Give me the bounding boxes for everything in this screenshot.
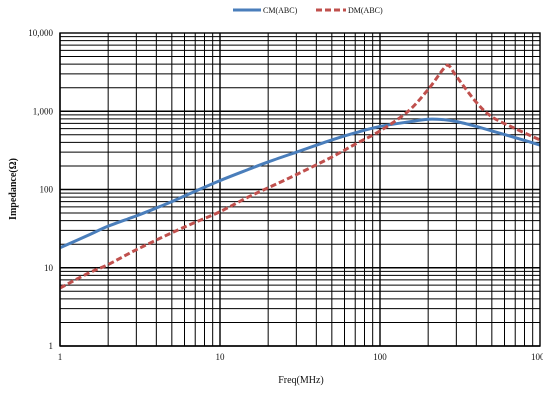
grid (59, 33, 540, 347)
x-tick-label: 1 (58, 352, 63, 362)
y-tick-label: 10 (44, 263, 54, 273)
y-tick-label: 10,000 (28, 28, 53, 38)
legend: CM(ABC) DM(ABC) (233, 6, 383, 15)
legend-label-1: CM(ABC) (263, 6, 298, 15)
x-axis-title: Freq(MHz) (278, 375, 324, 386)
x-tick-label: 100 (373, 352, 387, 362)
y-tick-label: 100 (40, 185, 54, 195)
y-tick-label: 1,000 (33, 106, 54, 116)
x-tick-label: 1000 (531, 352, 543, 362)
legend-label-2: DM(ABC) (348, 6, 383, 15)
series-line-1 (60, 117, 540, 250)
axes: 1 10 100 1,000 10,000 1 10 100 1000 (28, 28, 543, 362)
plot-frame (59, 32, 541, 347)
y-tick-label: 1 (49, 341, 54, 351)
series-line-2 (60, 63, 540, 290)
series-layer (60, 63, 540, 290)
y-axis-title: Impedance(Ω) (8, 158, 19, 220)
x-tick-label: 10 (216, 352, 226, 362)
